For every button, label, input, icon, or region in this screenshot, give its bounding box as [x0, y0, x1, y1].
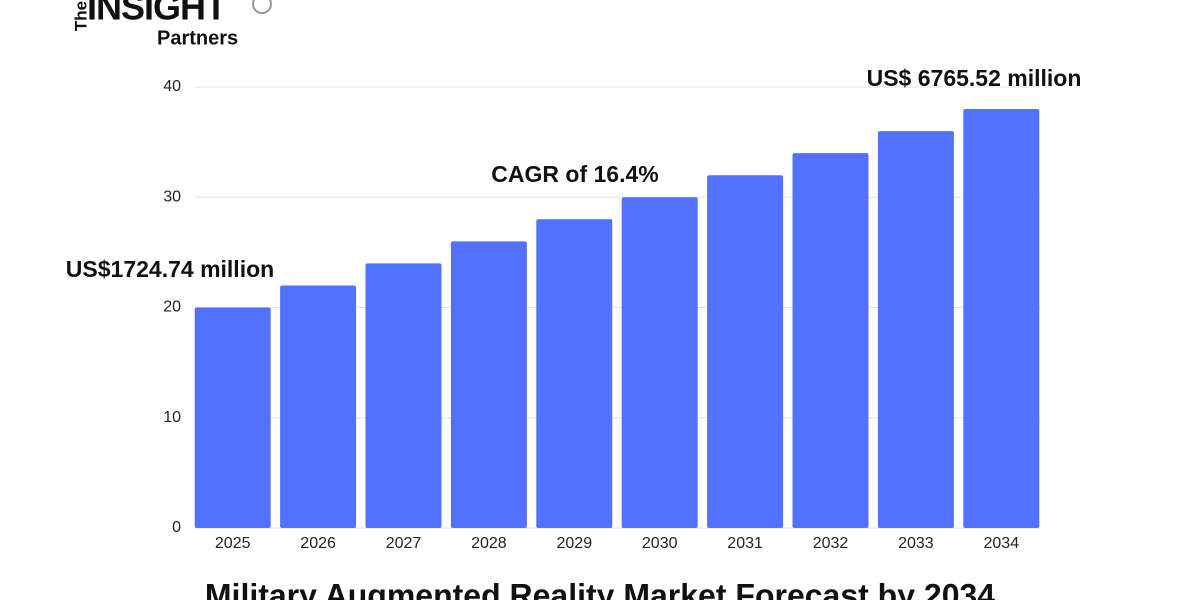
- annotation: CAGR of 16.4%: [491, 161, 658, 187]
- x-tick-label: 2026: [300, 535, 336, 552]
- x-tick-label: 2027: [386, 535, 422, 552]
- bar: [536, 219, 613, 529]
- bar: [877, 131, 954, 528]
- annotation: US$1724.74 million: [66, 256, 274, 282]
- annotation: US$ 6765.52 million: [867, 65, 1082, 91]
- bar: [194, 307, 271, 528]
- y-tick-label: 40: [163, 78, 181, 95]
- y-tick-label: 10: [163, 409, 181, 426]
- y-tick-label: 0: [172, 519, 181, 536]
- x-tick-label: 2025: [215, 535, 251, 552]
- bar: [365, 263, 442, 528]
- bar: [707, 175, 784, 528]
- x-tick-label: 2032: [813, 535, 849, 552]
- logo-suffix: Partners: [157, 27, 238, 49]
- logo-prefix: The: [71, 1, 90, 31]
- x-tick-label: 2028: [471, 535, 507, 552]
- x-tick-label: 2031: [727, 535, 763, 552]
- x-tick-label: 2030: [642, 535, 678, 552]
- bar: [963, 109, 1040, 529]
- bar: [280, 285, 357, 528]
- bar: [792, 153, 869, 528]
- bar: [450, 241, 527, 528]
- chart-title: Military Augmented Reality Market Foreca…: [205, 577, 995, 600]
- x-tick-label: 2029: [557, 535, 593, 552]
- y-tick-label: 30: [163, 188, 181, 205]
- x-tick-label: 2034: [984, 535, 1020, 552]
- bar: [621, 197, 698, 528]
- x-tick-label: 2033: [898, 535, 934, 552]
- y-tick-label: 20: [163, 299, 181, 316]
- logo-icon: [252, 0, 272, 14]
- logo-name: INSIGHT: [87, 0, 227, 28]
